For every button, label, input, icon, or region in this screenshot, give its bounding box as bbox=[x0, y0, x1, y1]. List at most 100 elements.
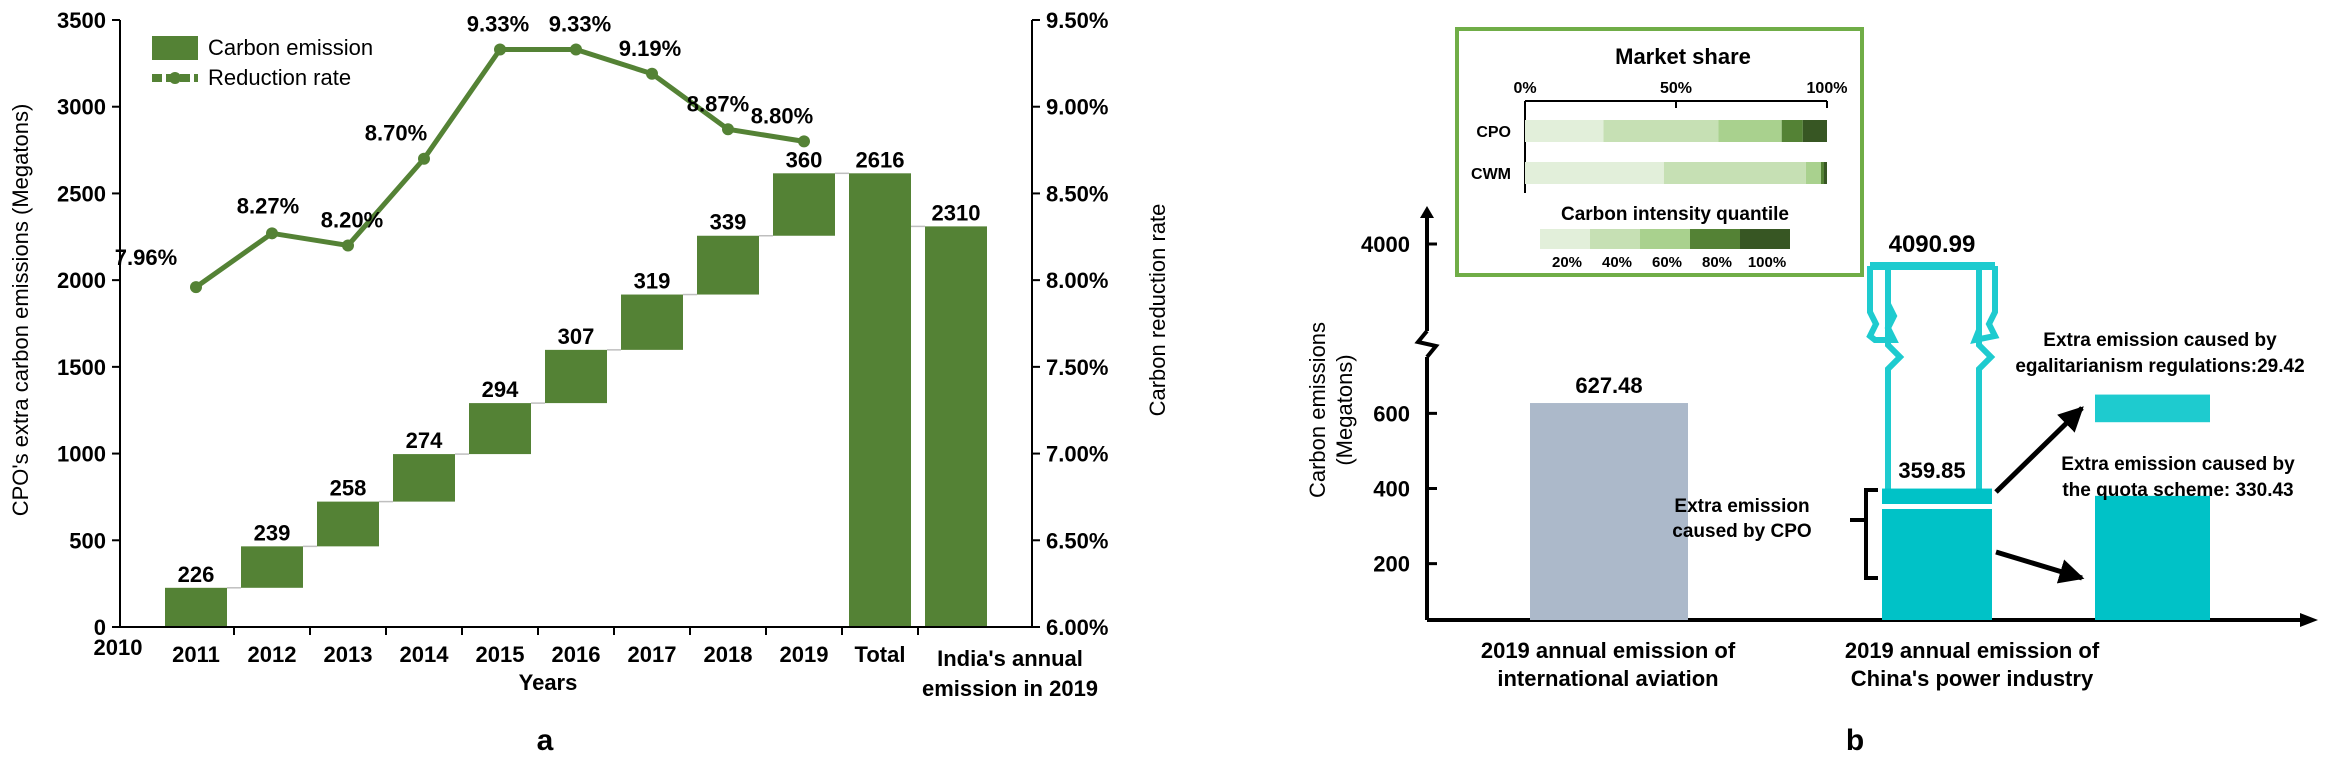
panel-b: 200 400 600 4000 Carbon emissions (Megaton… bbox=[1305, 27, 2318, 757]
b-bar-power-break bbox=[1866, 266, 2000, 345]
b-inset-legend-label: 80% bbox=[1702, 254, 1732, 271]
a-bar-2014 bbox=[393, 454, 455, 502]
a-rate-point bbox=[494, 43, 506, 56]
b-inset-segment bbox=[1603, 120, 1719, 142]
b-y-axis-break bbox=[1414, 329, 1440, 359]
a-rate-label: 9.33% bbox=[467, 11, 529, 36]
b-annotation-quota-1: Extra emission caused by bbox=[2061, 454, 2295, 475]
a-x-ticks: 2011 2012 2013 2014 2015 2016 2017 2018 2019 Tota… bbox=[172, 627, 919, 667]
a-bar-value-label: 360 bbox=[786, 147, 823, 172]
a-rate-point bbox=[570, 43, 582, 56]
b-inset-segment bbox=[1525, 162, 1664, 184]
b-bar-cpo-value-label: 359.85 bbox=[1898, 458, 1965, 483]
a-x-origin-label: 2010 bbox=[94, 635, 143, 660]
a-bar-india bbox=[925, 226, 987, 627]
a-rate-label: 7.96% bbox=[115, 245, 177, 270]
a-rate-point bbox=[342, 239, 354, 252]
a-x-axis-title: Years bbox=[519, 670, 578, 695]
legend-line-marker bbox=[169, 72, 181, 84]
b-bar-power-top bbox=[1870, 262, 1995, 270]
b-cpo-bracket bbox=[1850, 488, 1878, 580]
a-rate-label: 8.70% bbox=[365, 121, 427, 146]
b-category-aviation-1: 2019 annual emission of bbox=[1481, 638, 1736, 663]
a-bar-2018 bbox=[697, 235, 759, 295]
a-y2-ticks: 6.00% 6.50% 7.00% 7.50% 8.00% 8.50% 9.00% 9.50% bbox=[1032, 8, 1108, 640]
b-inset-rows: CPO CWM bbox=[1471, 120, 1827, 184]
a-connector-layer bbox=[227, 172, 925, 589]
b-inset-legend-swatch bbox=[1690, 229, 1740, 249]
b-annotation-quota-2: the quota scheme: 330.43 bbox=[2062, 480, 2293, 501]
b-inset-legend-label: 20% bbox=[1552, 254, 1582, 271]
a-bar-value-label: 307 bbox=[558, 324, 595, 349]
b-annotation-egalitarian-2: egalitarianism regulations:29.42 bbox=[2015, 356, 2304, 377]
a-y-tick-label: 2000 bbox=[57, 268, 106, 293]
b-inset-x-ticks: 0% 50% 100% bbox=[1513, 80, 1847, 108]
b-y-axis-arrow bbox=[1420, 206, 1434, 218]
a-rate-point bbox=[190, 281, 202, 294]
a-bar-value-label: 274 bbox=[406, 428, 443, 453]
a-y-axis-title: CPO's extra carbon emissions (Megatons) bbox=[8, 104, 33, 517]
b-inset-legend-label: 60% bbox=[1652, 254, 1682, 271]
b-inset-x-tick-label: 100% bbox=[1807, 80, 1848, 97]
a-bar-labels: 226 239 258 274 294 307 319 339 360 2616 2310 bbox=[178, 147, 981, 586]
b-annotation-egalitarian-1: Extra emission caused by bbox=[2043, 330, 2277, 351]
b-inset-x-tick-label: 0% bbox=[1513, 80, 1536, 97]
a-x-tick-label: 2014 bbox=[400, 642, 450, 667]
a-y2-axis-title: Carbon reduction rate bbox=[1145, 204, 1170, 417]
a-rate-point bbox=[266, 227, 278, 240]
b-y-axis-title-2: (Megatons) bbox=[1332, 354, 1357, 465]
a-bar-value-label: 226 bbox=[178, 562, 215, 587]
a-x-tick-label: Total bbox=[855, 642, 906, 667]
b-bar-cpo-divider bbox=[1882, 504, 1992, 509]
b-y-axis-title-1: Carbon emissions bbox=[1305, 322, 1330, 498]
a-bar-2012 bbox=[241, 546, 303, 588]
a-y2-tick-label: 9.00% bbox=[1046, 95, 1108, 120]
b-inset-segment bbox=[1525, 120, 1604, 142]
b-bar-aviation bbox=[1530, 403, 1688, 620]
a-x-tick-label: 2011 bbox=[172, 642, 220, 667]
a-bar-value-label: 2310 bbox=[932, 200, 981, 225]
a-y-tick-label: 2500 bbox=[57, 181, 106, 206]
b-inset-legend-label: 100% bbox=[1748, 254, 1786, 271]
panel-a: 0 500 1000 1500 2000 2500 3000 3500 6.00% 6.50% 7… bbox=[8, 8, 1170, 757]
b-bar-power-value-label: 4090.99 bbox=[1889, 231, 1976, 258]
b-bar-cpo-segment bbox=[1882, 488, 1992, 620]
a-y2-tick-label: 6.50% bbox=[1046, 528, 1108, 553]
a-rate-label: 8.80% bbox=[751, 103, 813, 128]
a-extra-category-label-1: India's annual bbox=[937, 646, 1083, 671]
b-arrow-egalitarian bbox=[1994, 406, 2084, 494]
legend-bar-swatch bbox=[152, 36, 198, 60]
a-line-labels: 7.96% 8.27% 8.20% 8.70% 9.33% 9.33% 9.19% 8.87%… bbox=[115, 11, 813, 270]
a-x-tick-label: 2019 bbox=[780, 642, 829, 667]
a-bars-layer bbox=[165, 173, 987, 627]
b-inset-legend-label: 40% bbox=[1602, 254, 1632, 271]
b-inset-row-label: CPO bbox=[1476, 124, 1511, 141]
b-inset-title: Market share bbox=[1615, 44, 1751, 69]
a-bar-2013 bbox=[317, 501, 379, 547]
b-annotation-cpo-2: caused by CPO bbox=[1672, 521, 1811, 542]
a-bar-value-label: 294 bbox=[482, 377, 519, 402]
a-y2-tick-label: 8.00% bbox=[1046, 268, 1108, 293]
b-y-tick-label: 200 bbox=[1373, 552, 1410, 577]
b-category-power-2: China's power industry bbox=[1851, 666, 2094, 691]
legend-bar-label: Carbon emission bbox=[208, 35, 373, 60]
a-x-tick-label: 2013 bbox=[324, 642, 373, 667]
a-bar-total bbox=[849, 173, 911, 627]
a-y2-tick-label: 7.00% bbox=[1046, 442, 1108, 467]
panel-b-caption: b bbox=[1846, 724, 1864, 757]
a-rate-label: 8.20% bbox=[321, 207, 383, 232]
b-x-axis-arrow bbox=[2300, 613, 2318, 627]
panel-a-caption: a bbox=[537, 724, 554, 757]
a-rate-label: 9.19% bbox=[619, 36, 681, 61]
a-x-tick-label: 2018 bbox=[704, 642, 753, 667]
b-category-aviation-2: international aviation bbox=[1497, 666, 1718, 691]
b-y-tick-label: 600 bbox=[1373, 401, 1410, 426]
a-rate-point bbox=[798, 135, 810, 148]
a-rate-label: 8.27% bbox=[237, 193, 299, 218]
a-bar-value-label: 319 bbox=[634, 269, 671, 294]
a-x-tick-label: 2016 bbox=[552, 642, 601, 667]
b-inset-legend-swatch bbox=[1640, 229, 1690, 249]
b-inset-row-label: CWM bbox=[1471, 166, 1511, 183]
b-inset: Market share 0% 50% 100% CPO CWM Carbon int… bbox=[1455, 27, 1864, 277]
